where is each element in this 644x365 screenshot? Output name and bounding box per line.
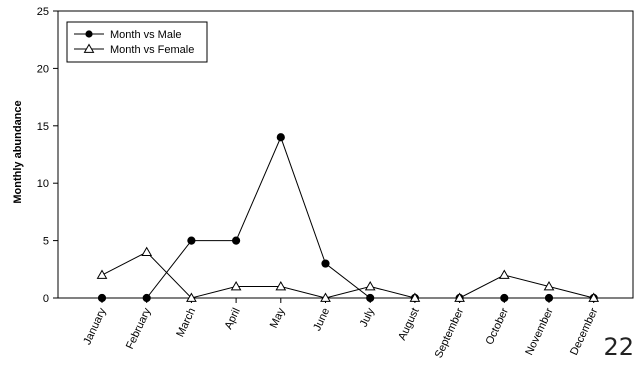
legend-label: Month vs Male — [110, 29, 182, 41]
data-point-female — [186, 292, 197, 302]
legend-label: Month vs Female — [110, 44, 194, 56]
data-point-male — [366, 293, 375, 303]
data-point-male — [142, 293, 151, 303]
x-tick-label: January — [81, 306, 109, 347]
data-point-female — [498, 269, 510, 279]
x-tick-label: March — [174, 306, 198, 339]
data-point-female — [320, 292, 331, 302]
y-axis-label: Monthly abundance — [12, 100, 24, 203]
data-point-female — [454, 292, 465, 302]
y-tick-label: 25 — [37, 6, 49, 18]
data-point-female — [543, 281, 555, 291]
y-tick-label: 0 — [43, 293, 49, 305]
page-number: 22 — [603, 333, 634, 361]
data-point-male — [276, 133, 285, 142]
x-axis: January February March April May June July Augu… — [81, 298, 601, 360]
data-point-female — [275, 281, 287, 291]
series-line — [102, 135, 594, 299]
x-tick-label: July — [358, 306, 377, 329]
legend-entry: Month vs Male — [74, 29, 182, 41]
data-point-female — [96, 269, 108, 279]
legend-marker — [83, 43, 95, 53]
data-point-male — [500, 293, 509, 303]
data-point-male — [97, 293, 107, 303]
data-point-female — [141, 246, 153, 256]
data-point-female — [409, 292, 421, 302]
x-tick-label: February — [124, 306, 154, 351]
series-layer — [96, 133, 600, 303]
x-tick-label: August — [396, 306, 421, 342]
y-tick-label: 15 — [37, 121, 49, 133]
series-male — [97, 133, 598, 303]
data-point-female — [230, 281, 242, 291]
legend-entry: Month vs Female — [74, 43, 194, 56]
x-tick-label: September — [433, 306, 467, 360]
y-tick-label: 5 — [43, 236, 49, 248]
y-axis: 0 5 10 15 20 25 — [37, 6, 58, 305]
x-tick-label: June — [311, 306, 332, 333]
x-tick-label: May — [268, 306, 288, 330]
legend: Month vs Male Month vs Female — [66, 21, 208, 63]
y-tick-label: 10 — [37, 178, 49, 190]
legend-marker — [85, 30, 93, 38]
data-point-female — [364, 281, 376, 291]
x-tick-label: December — [568, 306, 600, 357]
data-point-male — [187, 236, 196, 245]
y-tick-label: 20 — [37, 63, 49, 75]
legend-box — [66, 21, 208, 63]
x-tick-label: October — [484, 306, 512, 347]
data-point-male — [544, 293, 554, 303]
data-point-female — [588, 292, 600, 302]
plot-border — [57, 10, 634, 299]
data-point-male — [232, 236, 241, 245]
x-tick-label: April — [223, 306, 243, 331]
x-tick-label: November — [523, 306, 555, 357]
series-female — [96, 246, 600, 302]
plot-frame — [57, 10, 634, 299]
series-line — [101, 251, 594, 299]
data-point-male — [321, 259, 330, 268]
